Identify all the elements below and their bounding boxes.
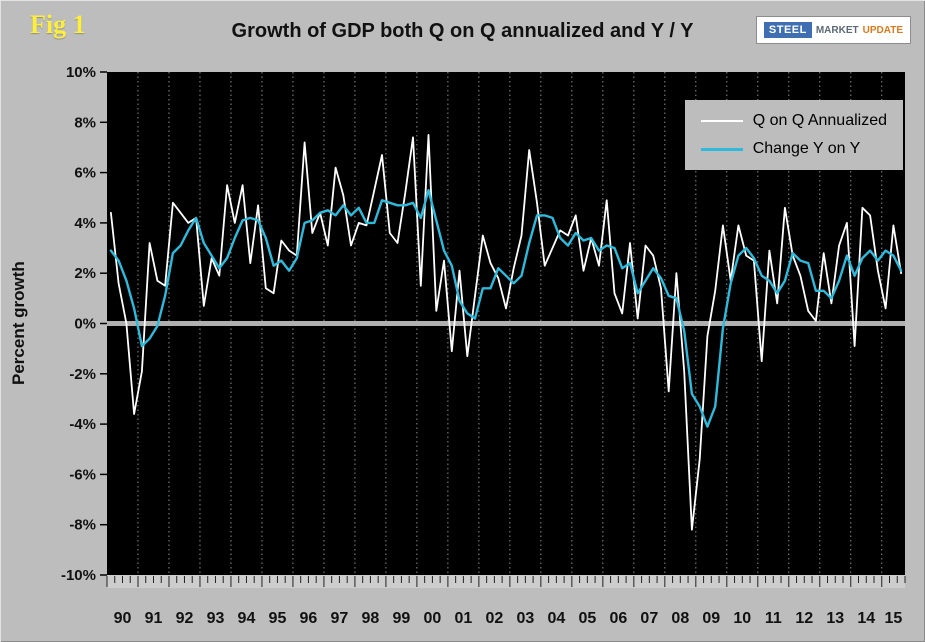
chart-plot: 10%8%6%4%2%0%-2%-4%-6%-8%-10%90 91 92 93 94 9… [61,64,906,627]
svg-text:02: 02 [485,610,503,627]
svg-text:06: 06 [609,610,627,627]
logo-market-text: MARKET [815,24,859,36]
svg-text:12: 12 [795,610,813,627]
svg-text:99: 99 [393,610,411,627]
svg-text:96: 96 [300,610,318,627]
svg-text:-4%: -4% [69,416,96,433]
smu-logo: STEEL MARKET UPDATE [755,16,911,44]
svg-text:94: 94 [238,610,256,627]
svg-text:07: 07 [640,610,658,627]
svg-text:08: 08 [671,610,689,627]
svg-text:10%: 10% [66,64,96,81]
svg-text:93: 93 [207,610,225,627]
svg-text:11: 11 [765,610,782,627]
svg-text:-6%: -6% [69,466,96,483]
svg-text:2%: 2% [74,265,96,282]
svg-text:01: 01 [454,610,472,627]
legend-label-yoy: Change Y on Y [752,140,861,157]
yoy-line-swatch [700,147,743,151]
legend-item-yoy: Change Y on Y [700,140,887,158]
svg-text:6%: 6% [74,165,96,182]
svg-text:14: 14 [857,610,875,627]
svg-text:98: 98 [362,610,380,627]
legend-item-qoq: Q on Q Annualized [700,112,887,130]
svg-text:-2%: -2% [69,366,96,383]
legend-label-qoq: Q on Q Annualized [752,112,887,129]
svg-text:13: 13 [826,610,844,627]
yoy-line [109,188,903,428]
qoq-line [110,134,902,531]
legend: Q on Q Annualized Change Y on Y [684,100,903,170]
svg-text:4%: 4% [74,215,96,232]
y-axis-labels: 10% 8% 6% 4% 2% 0% -2% -4% -6% -8% -10% [61,64,107,584]
x-axis-labels: 90 91 92 93 94 95 96 97 98 99 00 01 02 03 04 05 06 07 08 09… [114,610,903,627]
svg-text:90: 90 [114,610,132,627]
svg-text:95: 95 [269,610,287,627]
x-axis-ticks [106,575,906,588]
svg-text:0%: 0% [74,316,96,333]
svg-text:8%: 8% [74,114,96,131]
svg-text:97: 97 [331,610,349,627]
logo-update-text: UPDATE [862,24,903,36]
svg-text:15: 15 [884,610,902,627]
svg-text:05: 05 [578,610,596,627]
svg-text:10: 10 [733,610,751,627]
svg-text:04: 04 [547,610,565,627]
chart-title: Growth of GDP both Q on Q annualized and… [231,20,694,42]
svg-text:00: 00 [423,610,441,627]
svg-text:09: 09 [702,610,720,627]
figure-label: Fig 1 [30,10,86,39]
svg-text:-8%: -8% [69,517,96,534]
svg-text:92: 92 [176,610,194,627]
svg-text:91: 91 [145,610,163,627]
svg-text:03: 03 [516,610,534,627]
logo-steel-text: STEEL [763,22,812,38]
svg-text:-10%: -10% [61,567,96,584]
qoq-line-swatch [700,120,743,122]
